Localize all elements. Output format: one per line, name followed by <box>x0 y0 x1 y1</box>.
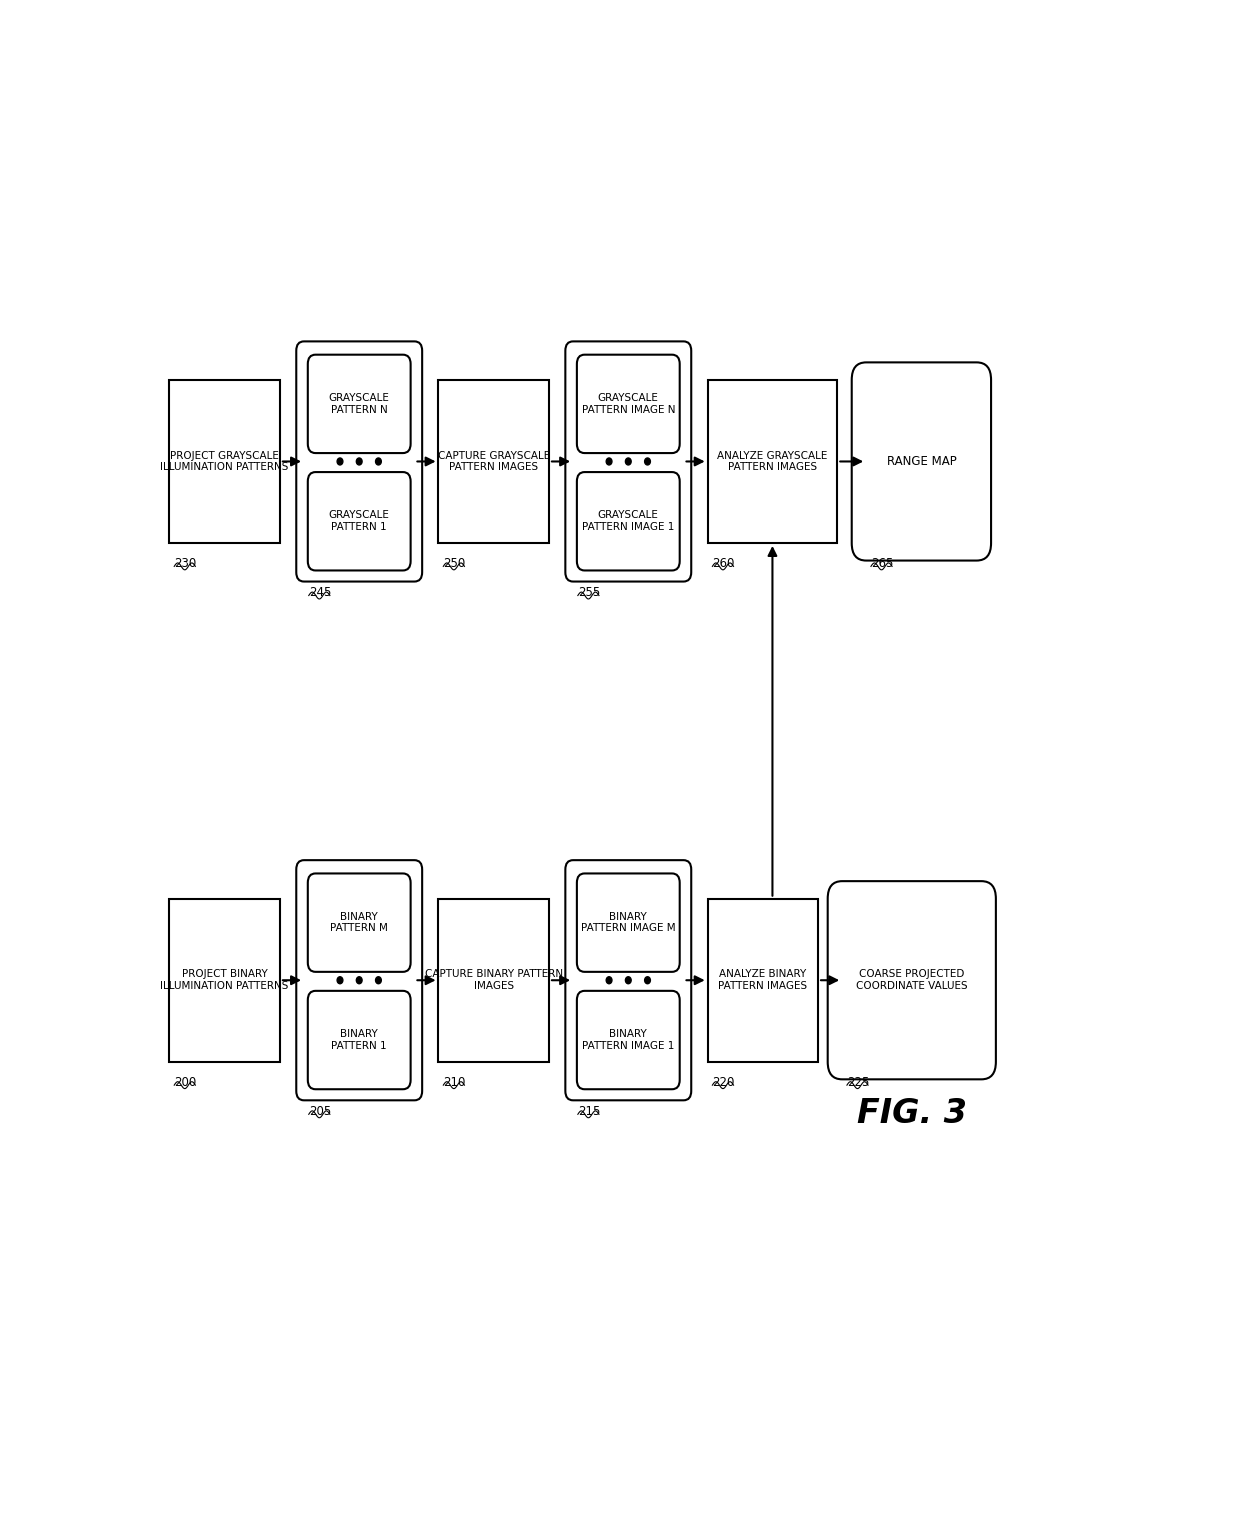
FancyBboxPatch shape <box>708 380 837 544</box>
FancyBboxPatch shape <box>170 380 280 544</box>
Text: GRAYSCALE
PATTERN 1: GRAYSCALE PATTERN 1 <box>329 510 389 531</box>
FancyBboxPatch shape <box>577 990 680 1089</box>
Text: ANALYZE GRAYSCALE
PATTERN IMAGES: ANALYZE GRAYSCALE PATTERN IMAGES <box>717 451 827 472</box>
Text: PROJECT GRAYSCALE
ILLUMINATION PATTERNS: PROJECT GRAYSCALE ILLUMINATION PATTERNS <box>160 451 289 472</box>
Text: GRAYSCALE
PATTERN IMAGE N: GRAYSCALE PATTERN IMAGE N <box>582 394 675 415</box>
Text: 220: 220 <box>712 1076 735 1089</box>
Text: BINARY
PATTERN IMAGE 1: BINARY PATTERN IMAGE 1 <box>582 1030 675 1051</box>
Circle shape <box>645 457 651 465</box>
Text: 230: 230 <box>174 557 196 571</box>
Text: 205: 205 <box>309 1105 331 1117</box>
Text: 260: 260 <box>712 557 735 571</box>
Text: 215: 215 <box>578 1105 600 1117</box>
FancyBboxPatch shape <box>296 860 422 1101</box>
Circle shape <box>625 457 631 465</box>
FancyBboxPatch shape <box>308 354 410 453</box>
Text: 200: 200 <box>174 1076 196 1089</box>
Text: ANALYZE BINARY
PATTERN IMAGES: ANALYZE BINARY PATTERN IMAGES <box>718 969 807 992</box>
Text: 255: 255 <box>578 586 600 600</box>
FancyBboxPatch shape <box>439 380 549 544</box>
Circle shape <box>645 977 651 984</box>
FancyBboxPatch shape <box>170 899 280 1061</box>
Circle shape <box>337 977 343 984</box>
Text: FIG. 3: FIG. 3 <box>857 1096 966 1129</box>
FancyBboxPatch shape <box>852 362 991 560</box>
Text: BINARY
PATTERN IMAGE M: BINARY PATTERN IMAGE M <box>582 911 676 934</box>
Text: COARSE PROJECTED
COORDINATE VALUES: COARSE PROJECTED COORDINATE VALUES <box>856 969 967 992</box>
Text: 265: 265 <box>870 557 893 571</box>
Circle shape <box>625 977 631 984</box>
Text: CAPTURE GRAYSCALE
PATTERN IMAGES: CAPTURE GRAYSCALE PATTERN IMAGES <box>438 451 549 472</box>
Circle shape <box>356 457 362 465</box>
Circle shape <box>356 977 362 984</box>
FancyBboxPatch shape <box>565 860 691 1101</box>
Text: 245: 245 <box>309 586 331 600</box>
Text: 210: 210 <box>444 1076 466 1089</box>
Text: 225: 225 <box>847 1076 869 1089</box>
Text: GRAYSCALE
PATTERN IMAGE 1: GRAYSCALE PATTERN IMAGE 1 <box>582 510 675 531</box>
Text: PROJECT BINARY
ILLUMINATION PATTERNS: PROJECT BINARY ILLUMINATION PATTERNS <box>160 969 289 992</box>
FancyBboxPatch shape <box>577 472 680 571</box>
Circle shape <box>376 457 382 465</box>
FancyBboxPatch shape <box>708 899 818 1061</box>
Text: GRAYSCALE
PATTERN N: GRAYSCALE PATTERN N <box>329 394 389 415</box>
FancyBboxPatch shape <box>308 990 410 1089</box>
Text: CAPTURE BINARY PATTERN
IMAGES: CAPTURE BINARY PATTERN IMAGES <box>424 969 563 992</box>
Text: BINARY
PATTERN 1: BINARY PATTERN 1 <box>331 1030 387 1051</box>
FancyBboxPatch shape <box>577 874 680 972</box>
Text: 250: 250 <box>444 557 465 571</box>
FancyBboxPatch shape <box>296 341 422 581</box>
FancyBboxPatch shape <box>308 874 410 972</box>
FancyBboxPatch shape <box>577 354 680 453</box>
Circle shape <box>376 977 382 984</box>
FancyBboxPatch shape <box>308 472 410 571</box>
Text: BINARY
PATTERN M: BINARY PATTERN M <box>330 911 388 934</box>
FancyBboxPatch shape <box>565 341 691 581</box>
Circle shape <box>606 457 613 465</box>
FancyBboxPatch shape <box>828 881 996 1079</box>
Circle shape <box>606 977 613 984</box>
Circle shape <box>337 457 343 465</box>
Text: RANGE MAP: RANGE MAP <box>887 456 956 468</box>
FancyBboxPatch shape <box>439 899 549 1061</box>
